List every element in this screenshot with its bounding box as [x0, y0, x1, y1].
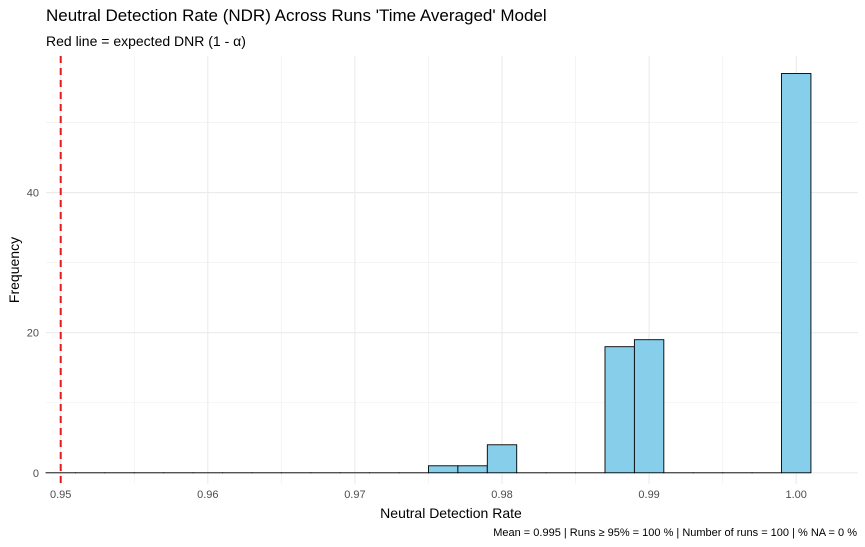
chart-title: Neutral Detection Rate (NDR) Across Runs… [46, 6, 547, 25]
histogram-bar [457, 465, 488, 474]
y-tick-label: 20 [27, 328, 39, 340]
chart-subtitle: Red line = expected DNR (1 - α) [46, 33, 246, 49]
histogram-bar [633, 339, 665, 474]
major-gridlines [46, 56, 858, 484]
y-axis-ticks: 0 20 40 [27, 188, 39, 480]
chart-caption: Mean = 0.995 | Runs ≥ 95% = 100 % | Numb… [493, 527, 857, 539]
x-tick-label: 0.99 [638, 489, 659, 501]
histogram-bar [486, 444, 518, 474]
y-axis-title: Frequency [6, 237, 22, 303]
x-tick-label: 0.98 [491, 489, 512, 501]
x-axis-ticks: 0.95 0.96 0.97 0.98 0.99 1.00 [50, 489, 807, 501]
minor-gridlines [46, 56, 858, 484]
x-tick-label: 0.97 [344, 489, 365, 501]
y-tick-label: 40 [27, 188, 39, 200]
histogram-bars [45, 73, 812, 474]
histogram-bar [428, 465, 459, 474]
x-tick-label: 0.96 [197, 489, 218, 501]
y-tick-label: 0 [33, 468, 39, 480]
x-tick-label: 1.00 [786, 489, 807, 501]
histogram-bar [604, 346, 635, 474]
x-axis-title: Neutral Detection Rate [380, 505, 522, 521]
histogram-bar [781, 73, 812, 474]
x-tick-label: 0.95 [50, 489, 71, 501]
